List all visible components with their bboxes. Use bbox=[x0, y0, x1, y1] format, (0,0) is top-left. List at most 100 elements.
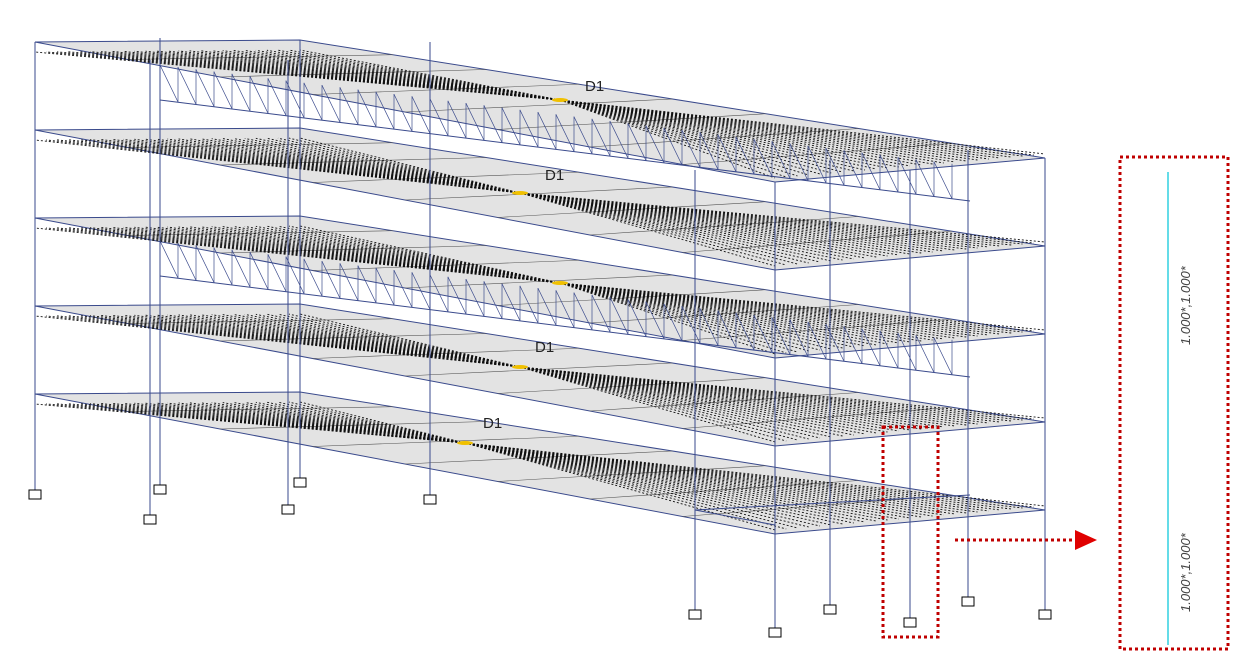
constraint-line bbox=[519, 192, 967, 250]
truss-diagonal bbox=[807, 321, 827, 360]
truss-diagonal bbox=[627, 123, 647, 161]
constraint-line bbox=[255, 225, 561, 284]
slab-line bbox=[682, 406, 952, 429]
diaphragm-center bbox=[457, 441, 473, 445]
floor-slab bbox=[34, 39, 1046, 183]
diaphragm-label: D1 bbox=[483, 415, 502, 432]
truss-chord bbox=[159, 99, 971, 202]
truss-diagonal bbox=[249, 76, 269, 114]
truss-diagonal bbox=[447, 276, 467, 315]
slab-line bbox=[589, 392, 859, 412]
constraint-line bbox=[233, 402, 466, 444]
constraint-line bbox=[559, 282, 933, 341]
constraint-line bbox=[559, 99, 933, 165]
truss-diagonal bbox=[393, 94, 413, 132]
arrow-head bbox=[1075, 530, 1097, 550]
truss-diagonal bbox=[267, 78, 287, 116]
constraint-line bbox=[559, 282, 809, 352]
constraint-line bbox=[519, 192, 854, 260]
constraint-line bbox=[464, 442, 787, 530]
constraint-line bbox=[464, 442, 843, 525]
truss-diagonal bbox=[915, 335, 935, 373]
constraint-line bbox=[134, 226, 561, 284]
truss-diagonal bbox=[321, 261, 341, 299]
truss-diagonal bbox=[591, 118, 611, 157]
truss-diagonal bbox=[465, 103, 485, 141]
constraint-line bbox=[112, 226, 561, 284]
constraint-line bbox=[559, 99, 922, 166]
constraint-line bbox=[559, 99, 809, 176]
truss-diagonal bbox=[573, 116, 593, 154]
truss-diagonal bbox=[573, 292, 593, 330]
constraint-line bbox=[167, 314, 521, 368]
truss-diagonal bbox=[357, 89, 377, 127]
diaphragm-center bbox=[552, 281, 568, 285]
constraint-line bbox=[255, 49, 561, 101]
truss-diagonal bbox=[375, 91, 395, 130]
truss-diagonal bbox=[249, 252, 269, 290]
constraint-line bbox=[189, 226, 561, 284]
support bbox=[281, 504, 295, 515]
constraint-line bbox=[299, 401, 466, 444]
constraint-line bbox=[211, 226, 561, 284]
structural-model bbox=[28, 38, 1052, 638]
truss-diagonal bbox=[555, 290, 575, 328]
constraint-line bbox=[464, 442, 877, 522]
truss-diagonal bbox=[771, 141, 791, 179]
truss-diagonal bbox=[735, 136, 755, 175]
truss-diagonal bbox=[285, 80, 305, 118]
slab-line bbox=[312, 171, 580, 183]
truss-diagonal bbox=[663, 127, 683, 166]
constraint-line bbox=[519, 366, 899, 432]
truss-diagonal bbox=[519, 285, 539, 324]
truss-diagonal bbox=[609, 121, 629, 159]
truss-diagonal bbox=[285, 256, 305, 294]
truss-diagonal bbox=[213, 247, 233, 285]
truss-diagonal bbox=[357, 265, 377, 303]
constraint-line bbox=[559, 99, 1034, 156]
constraint-line bbox=[464, 442, 933, 517]
constraint-line bbox=[559, 282, 798, 353]
slab-line bbox=[404, 98, 673, 113]
slab-line bbox=[404, 362, 673, 377]
constraint-line bbox=[145, 314, 521, 368]
constraint-line bbox=[519, 366, 832, 438]
truss-diagonal bbox=[429, 274, 449, 312]
constraint-line bbox=[559, 99, 899, 168]
truss-diagonal bbox=[537, 112, 557, 150]
truss-diagonal bbox=[915, 159, 935, 197]
constraint-line bbox=[519, 366, 944, 428]
truss-diagonal bbox=[897, 333, 917, 371]
truss-diagonal bbox=[933, 337, 953, 375]
constraint-line bbox=[559, 282, 843, 349]
truss-diagonal bbox=[339, 263, 359, 301]
support bbox=[768, 627, 782, 638]
truss-diagonal bbox=[519, 109, 539, 148]
constraint-line bbox=[519, 192, 989, 248]
constraint-line bbox=[519, 192, 843, 261]
truss-diagonal bbox=[681, 130, 701, 168]
constraint-line bbox=[519, 192, 809, 264]
truss-diagonal bbox=[465, 279, 485, 317]
constraint-line bbox=[464, 442, 956, 515]
slab-line bbox=[312, 435, 580, 447]
truss-diagonal bbox=[753, 139, 773, 177]
constraint-line bbox=[519, 366, 854, 436]
constraint-line bbox=[464, 442, 809, 528]
constraint-line bbox=[123, 314, 521, 368]
constraint-line bbox=[519, 192, 832, 262]
truss-diagonal bbox=[717, 134, 737, 172]
constraint-line bbox=[112, 402, 466, 444]
constraint-line bbox=[211, 50, 561, 101]
constraint-line bbox=[559, 99, 944, 164]
truss-diagonal bbox=[177, 243, 197, 281]
truss-diagonal bbox=[609, 297, 629, 335]
constraint-line bbox=[288, 137, 521, 194]
support bbox=[1038, 609, 1052, 620]
constraint-line bbox=[266, 313, 521, 368]
truss-diagonal bbox=[897, 157, 917, 195]
diaphragm-center bbox=[552, 98, 568, 102]
truss-diagonal bbox=[483, 281, 503, 319]
constraint-line bbox=[134, 402, 466, 444]
constraint-line bbox=[559, 99, 911, 167]
